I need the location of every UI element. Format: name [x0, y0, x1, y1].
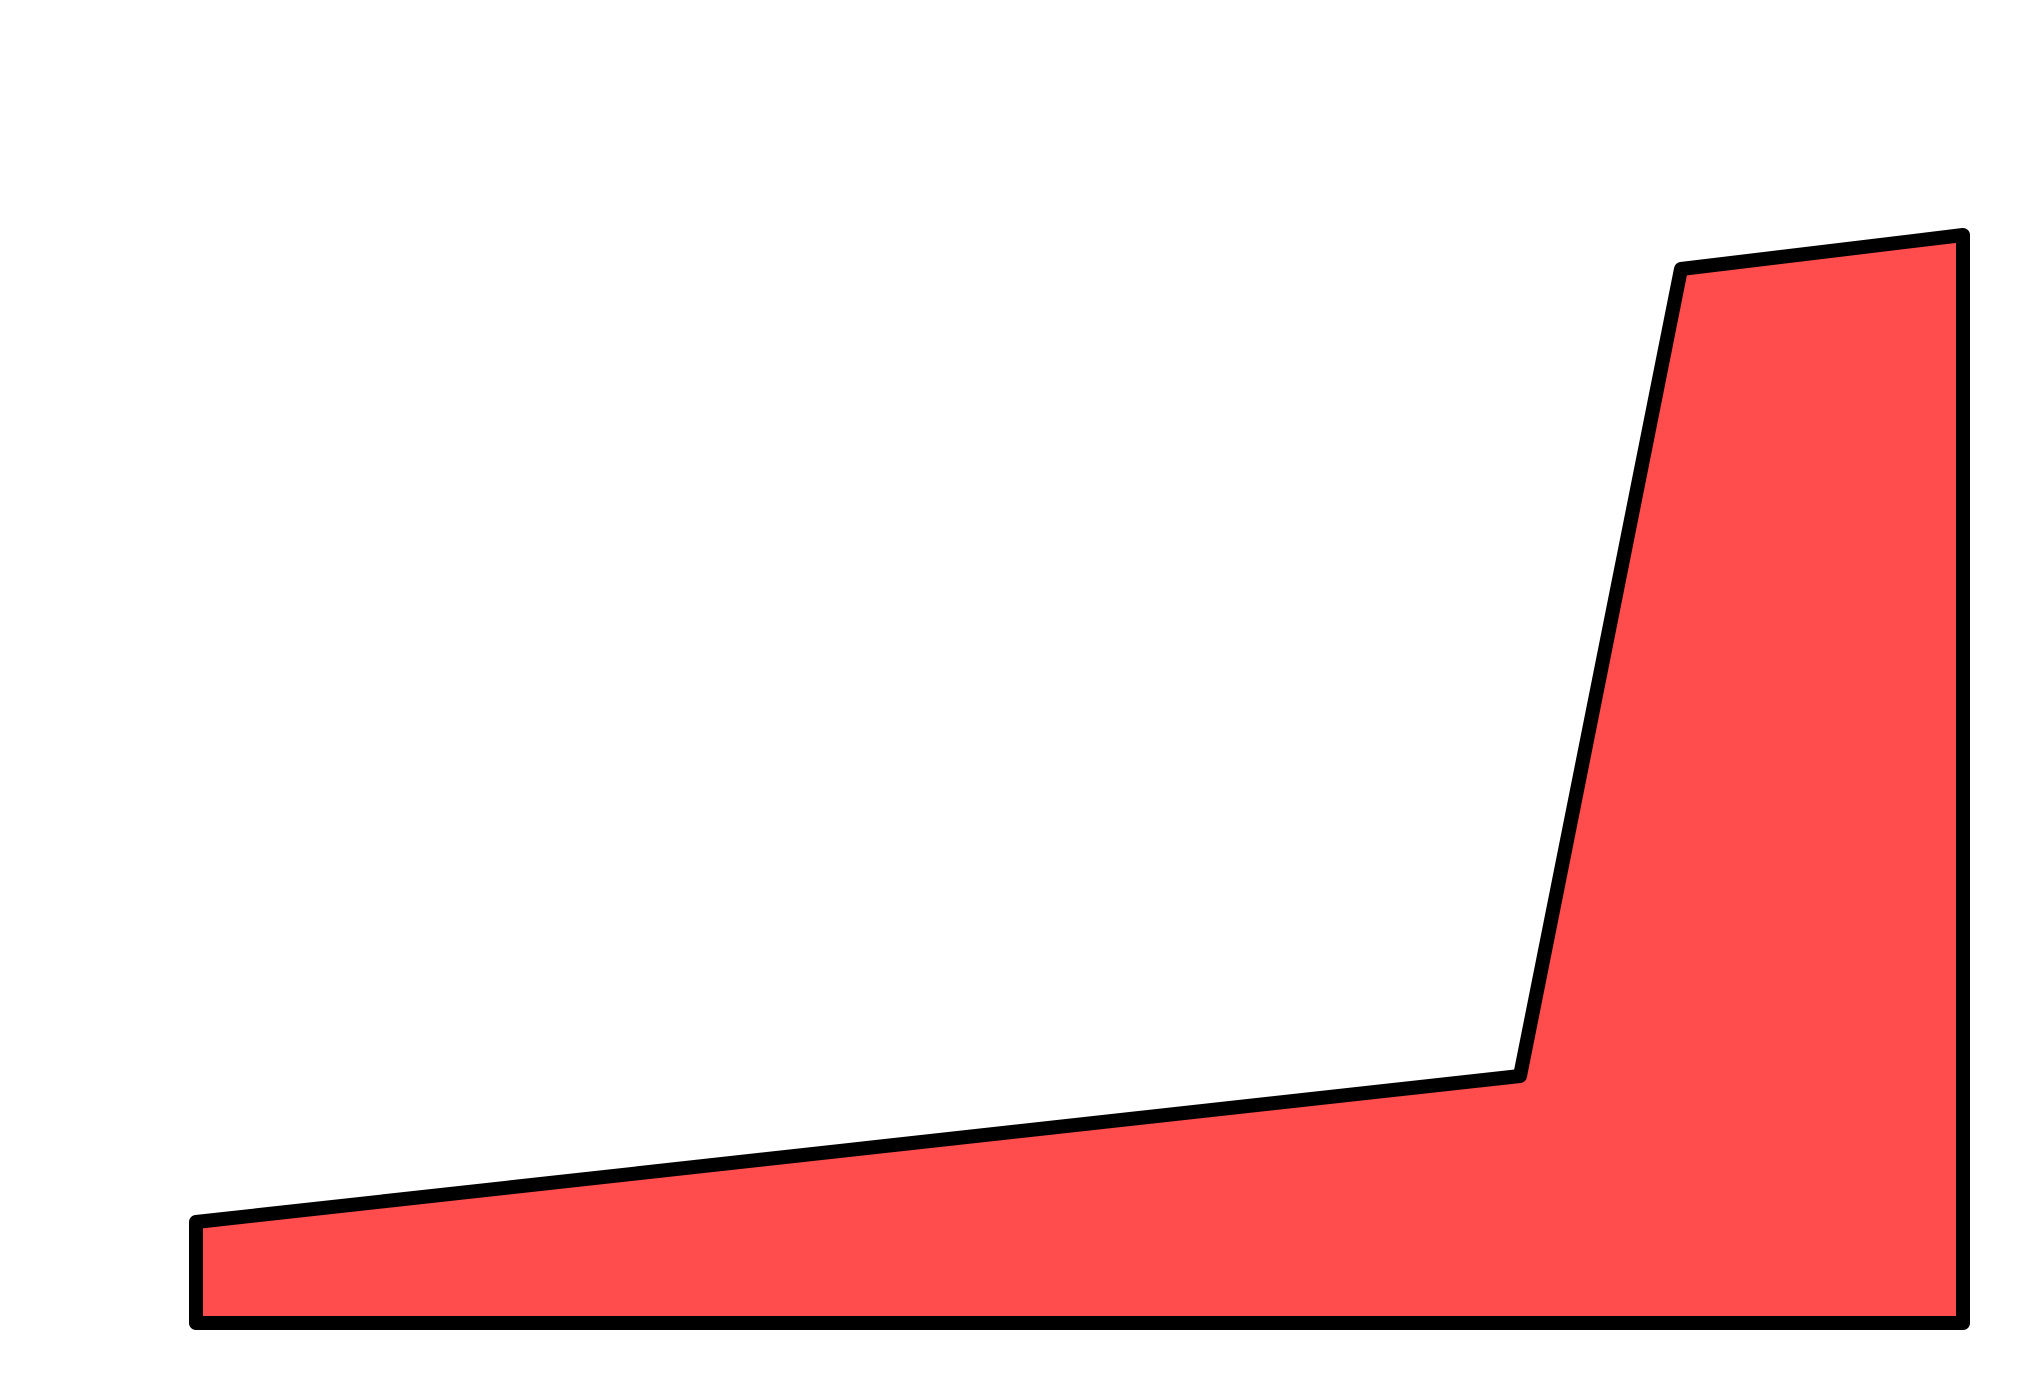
- red-polygon-shape: [189, 228, 1970, 1330]
